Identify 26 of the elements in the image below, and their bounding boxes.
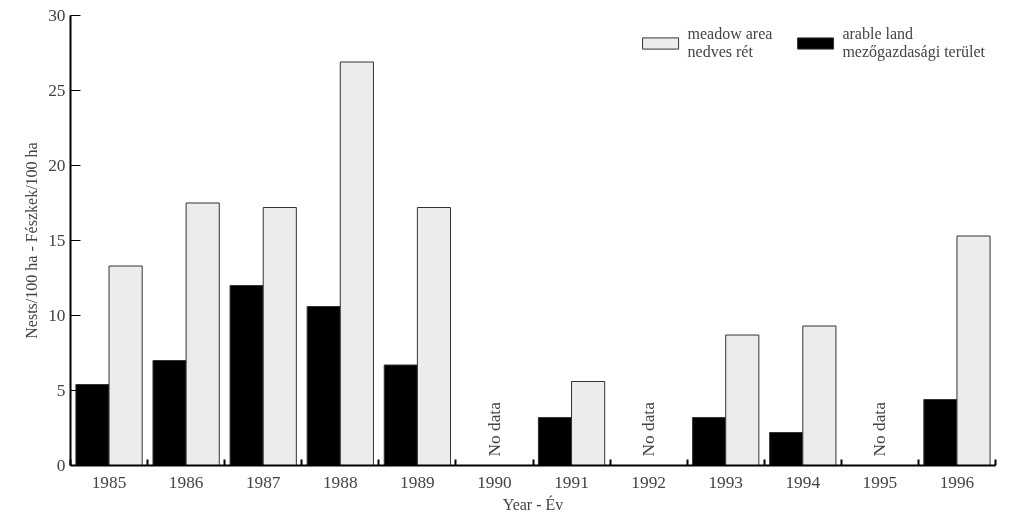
y-tick-label: 25 — [48, 81, 66, 100]
x-tick-label: 1985 — [91, 472, 127, 492]
y-tick-label: 15 — [48, 231, 66, 250]
y-tick-label: 5 — [56, 381, 66, 400]
x-tick-label: 1989 — [400, 472, 435, 492]
x-tick-label: 1990 — [477, 472, 512, 492]
x-tick-label: 1994 — [785, 472, 821, 492]
x-tick-label: 1986 — [168, 472, 204, 492]
x-tick-label: 1991 — [554, 472, 589, 492]
x-tick-label: 1988 — [322, 472, 358, 492]
y-tick-label: 30 — [48, 6, 66, 25]
x-tick-label: 1995 — [862, 472, 898, 492]
y-tick-label: 10 — [48, 306, 66, 325]
x-tick-label: 1987 — [245, 472, 281, 492]
annotation: No data — [484, 401, 504, 457]
x-tick-label: 1993 — [708, 472, 744, 492]
y-tick-label: 0 — [56, 456, 66, 475]
annotation: No data — [870, 401, 890, 457]
x-axis-title: Year - Év — [502, 494, 564, 513]
annotation: No data — [639, 401, 659, 457]
legend-label: meadow area nedves rét — [687, 25, 773, 61]
legend-label: arable land mezőgazdasági terület — [842, 25, 985, 61]
x-tick-label: 1992 — [631, 472, 666, 492]
x-tick-label: 1996 — [939, 472, 975, 492]
y-axis-title: Nests/100 ha - Fészkek/100 ha — [23, 142, 41, 339]
y-tick-label: 20 — [48, 156, 66, 175]
